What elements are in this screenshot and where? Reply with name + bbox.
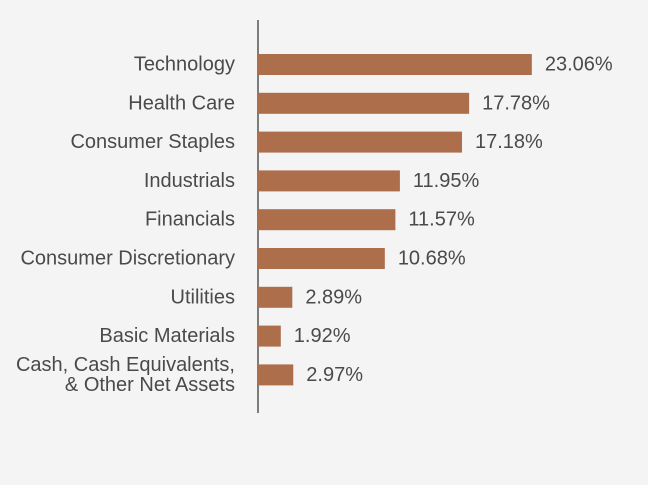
bar <box>258 92 470 114</box>
category-label: Technology <box>134 54 235 76</box>
bar <box>258 325 281 347</box>
bar <box>258 364 294 386</box>
bar <box>258 248 385 269</box>
category-label: Consumer Staples <box>70 131 235 153</box>
bar <box>258 209 396 231</box>
bar <box>258 286 293 308</box>
bar <box>258 131 463 153</box>
category-label: & Other Net Assets <box>65 374 235 396</box>
bar-value-label: 2.97% <box>306 364 363 386</box>
bar-value-label: 11.57% <box>408 209 475 231</box>
bar-value-label: 2.89% <box>305 286 362 308</box>
bar-value-label: 1.92% <box>294 325 351 347</box>
category-label: Basic Materials <box>99 325 235 347</box>
category-label: Financials <box>145 209 235 231</box>
category-label: Utilities <box>171 286 235 308</box>
bar-value-label: 11.95% <box>413 170 480 192</box>
bar-value-label: 23.06% <box>545 54 613 76</box>
bar-value-label: 10.68% <box>398 248 466 270</box>
category-label: Cash, Cash Equivalents, <box>16 354 235 376</box>
category-label: Industrials <box>144 170 235 192</box>
bar <box>258 54 532 75</box>
bar <box>258 170 400 192</box>
category-label: Consumer Discretionary <box>20 248 235 270</box>
bar-value-label: 17.78% <box>482 92 550 114</box>
bar-value-label: 17.18% <box>475 131 543 153</box>
category-label: Health Care <box>128 92 235 114</box>
